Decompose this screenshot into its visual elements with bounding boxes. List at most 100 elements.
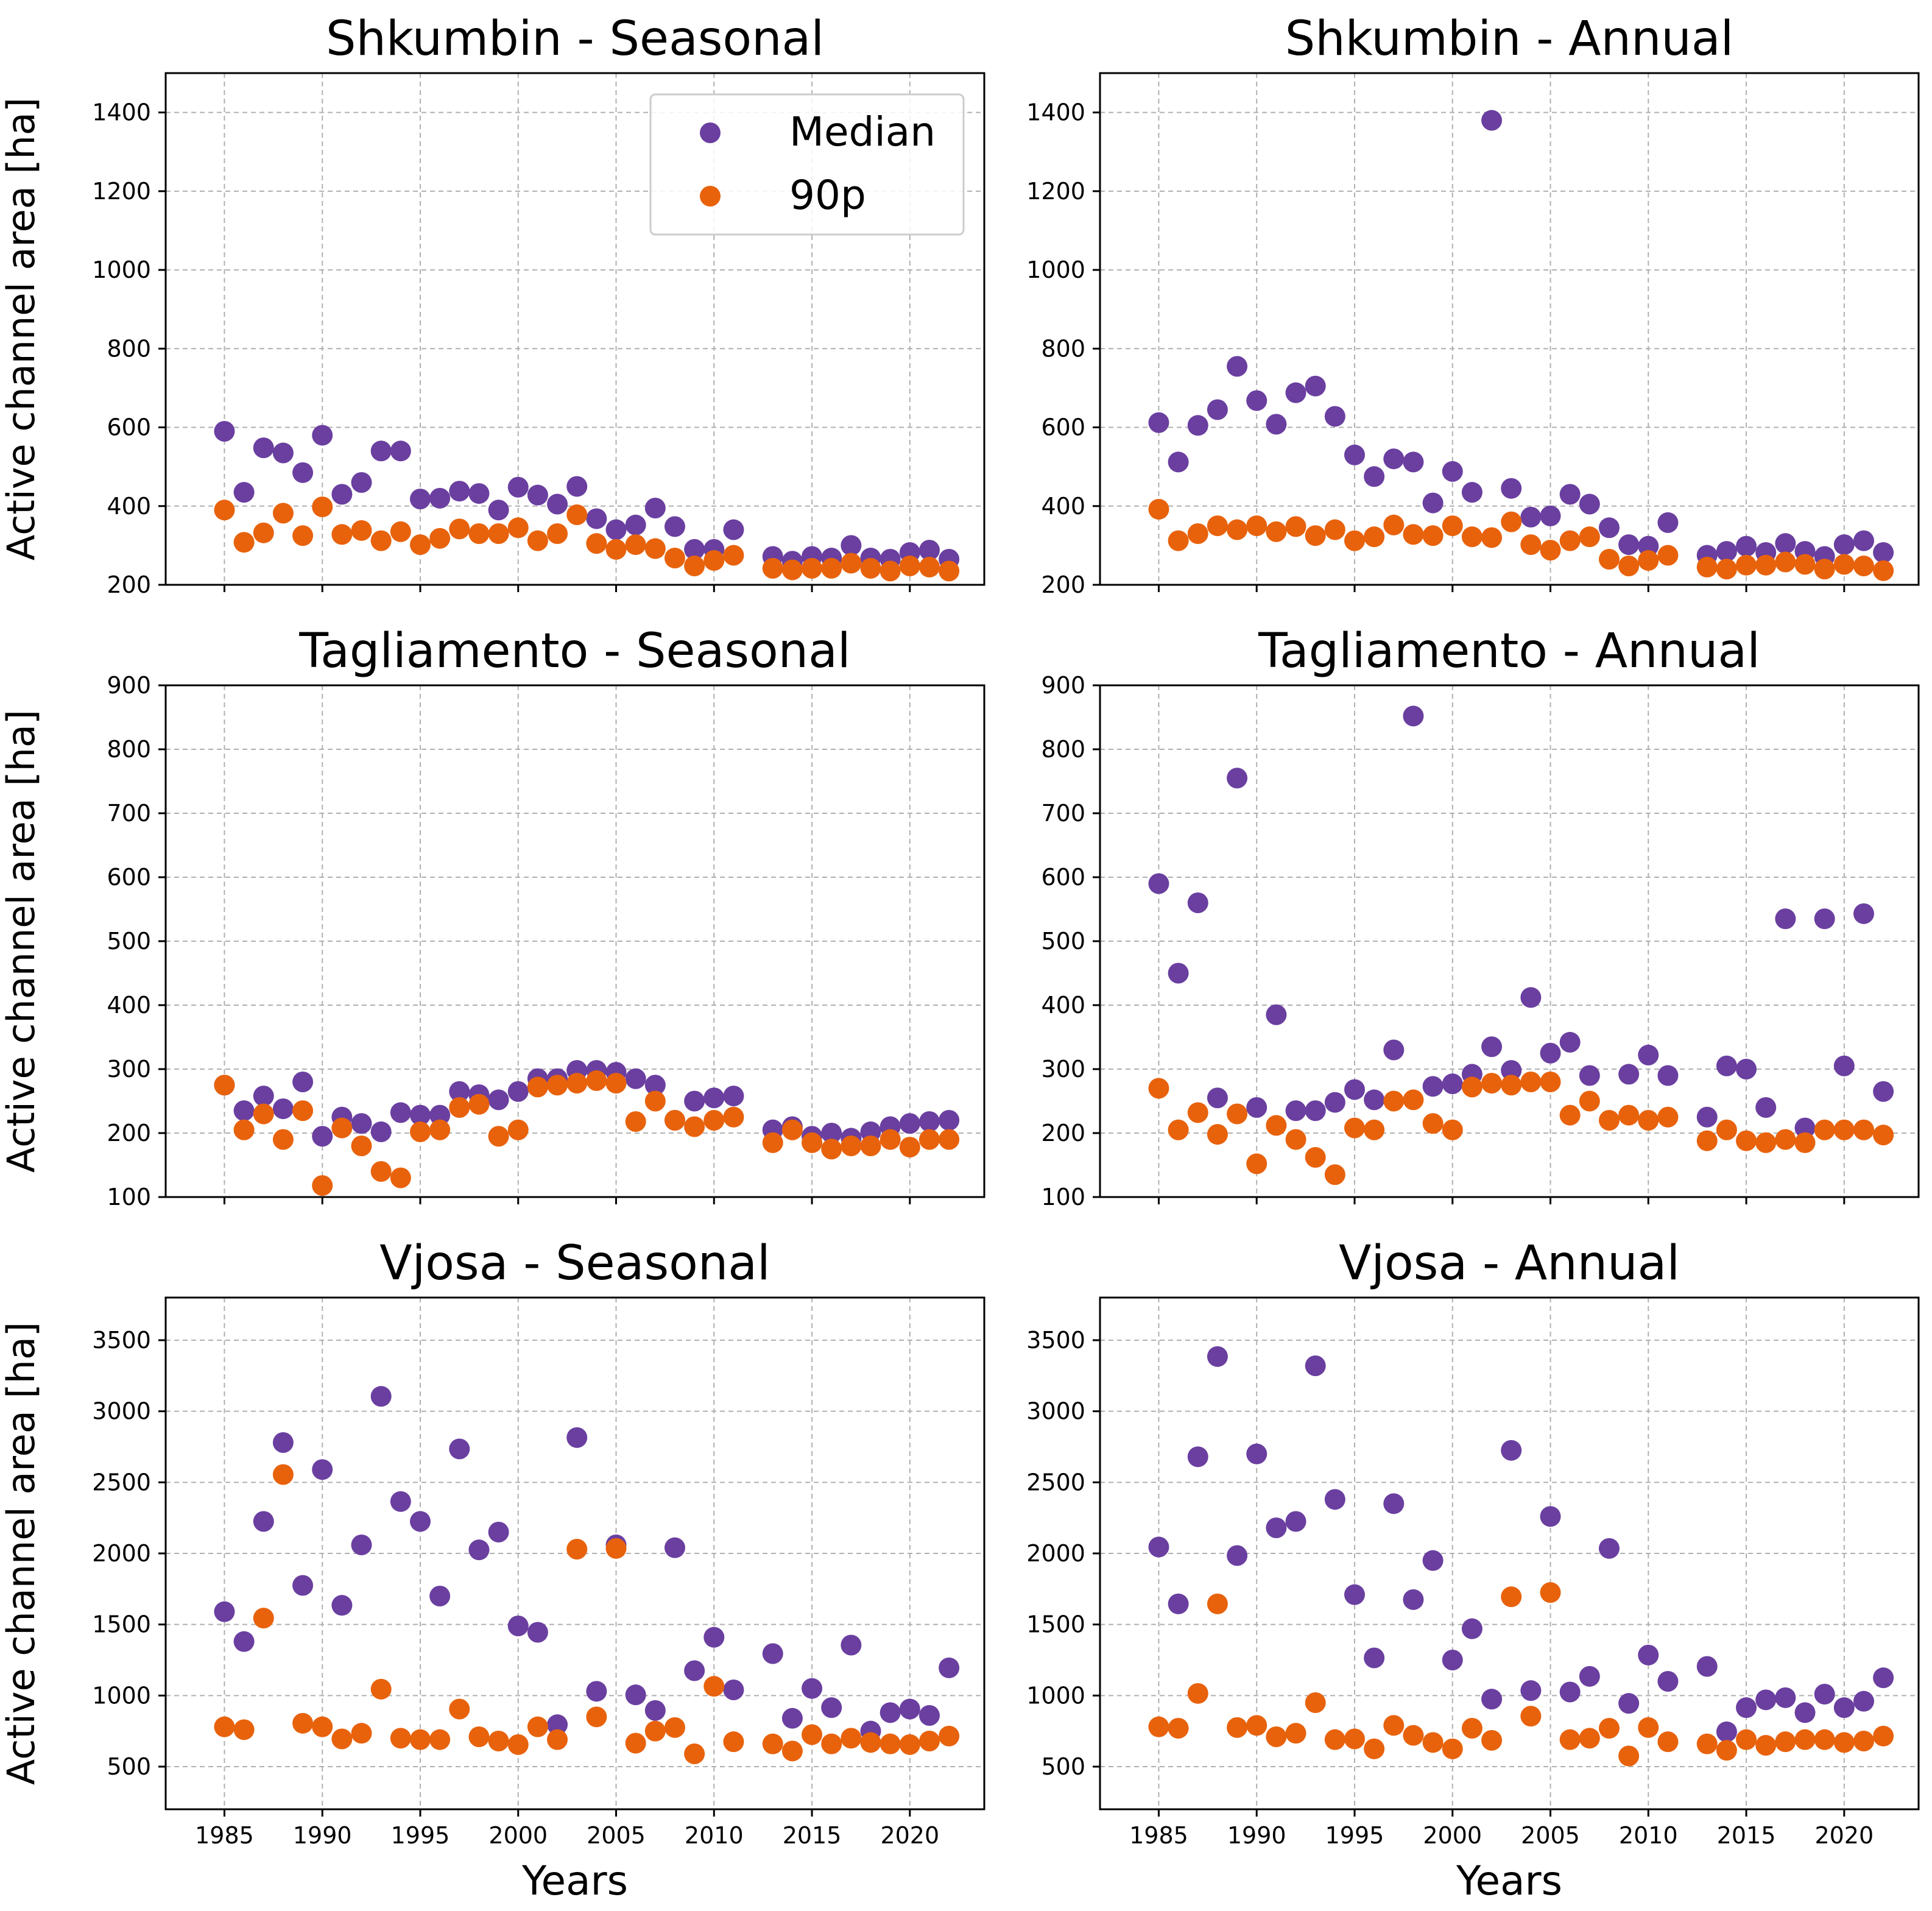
median-point: [684, 1090, 705, 1112]
p90-point: [1481, 1073, 1503, 1094]
chart-title: Vjosa - Annual: [1339, 1236, 1680, 1291]
p90-point: [586, 1706, 607, 1728]
median-point: [1520, 1680, 1542, 1701]
p90-point: [860, 557, 881, 579]
median-point: [449, 481, 470, 502]
p90-point: [1540, 1072, 1561, 1092]
legend-box: [649, 93, 965, 236]
p90-point: [605, 1538, 627, 1559]
median-point: [1305, 1100, 1326, 1122]
plot-frame: [164, 72, 985, 586]
median-point: [253, 1086, 274, 1107]
median-point: [1246, 1443, 1267, 1464]
p90-point: [566, 504, 588, 525]
p90-point: [1403, 524, 1424, 545]
median-point: [566, 476, 588, 497]
p90-point: [1344, 530, 1365, 551]
plot-frame: [1099, 72, 1920, 586]
median-point: [253, 1511, 274, 1532]
median-point: [1285, 1100, 1306, 1122]
p90-point: [1775, 1731, 1796, 1753]
median-point: [1403, 705, 1424, 727]
p90-point: [1461, 1718, 1482, 1739]
median-point: [370, 440, 392, 462]
p90-point: [1383, 1715, 1405, 1736]
p90-point: [1579, 526, 1600, 548]
p90-point: [899, 1137, 920, 1158]
y-tick-label: 800: [1041, 736, 1085, 763]
p90-point: [1266, 1726, 1287, 1747]
p90-point: [312, 1716, 333, 1737]
y-tick-label: 200: [1041, 1120, 1085, 1146]
median-point: [449, 1438, 470, 1460]
median-point: [233, 1631, 255, 1652]
p90-point: [1559, 1104, 1581, 1126]
p90-point: [1168, 1119, 1189, 1140]
p90-point: [1618, 1745, 1640, 1767]
chart-title: Shkumbin - Seasonal: [326, 12, 824, 66]
median-point: [1344, 444, 1365, 465]
median-point: [351, 1535, 372, 1555]
p90-point: [586, 1070, 607, 1091]
p90-point: [918, 556, 940, 578]
p90-point: [1598, 1110, 1620, 1131]
median-point: [684, 1660, 705, 1681]
median-point: [1736, 1059, 1757, 1079]
y-axis-label: Active channel area [ha]: [0, 710, 43, 1173]
median-point: [1873, 542, 1894, 563]
median-point: [1227, 768, 1248, 789]
y-tick-label: 100: [107, 1184, 151, 1210]
median-point: [1207, 1346, 1228, 1367]
median-point: [507, 1081, 529, 1102]
p90-point: [1207, 515, 1228, 537]
p90-point: [1638, 549, 1659, 571]
median-point: [351, 472, 372, 493]
p90-point: [860, 1732, 881, 1753]
median-point: [1775, 908, 1796, 930]
panel-3: 100 200 300 400 500 600 700 800 900 Tagliamento -…: [1041, 624, 1920, 1210]
median-point: [1148, 873, 1169, 894]
median-point: [1168, 963, 1189, 984]
median-point: [1833, 1697, 1855, 1718]
x-tick-label: 2020: [880, 1822, 939, 1849]
p90-point: [1559, 1729, 1581, 1750]
p90-point: [605, 1073, 627, 1094]
x-tick-label: 1990: [293, 1822, 352, 1849]
median-point: [939, 1110, 960, 1131]
p90-point: [566, 1539, 588, 1560]
y-tick-label: 400: [107, 992, 151, 1019]
p90-point: [1775, 1129, 1796, 1150]
median-point: [331, 1595, 353, 1616]
p90-point: [370, 1161, 392, 1182]
p90-point: [409, 534, 431, 556]
chart-title: Tagliamento - Annual: [1258, 624, 1760, 679]
median-point: [625, 1068, 646, 1089]
y-tick-label: 600: [107, 414, 151, 441]
median-point: [1481, 110, 1503, 131]
median-point: [390, 440, 411, 462]
legend: Median 90p: [649, 93, 965, 236]
median-point: [1598, 517, 1620, 539]
median-point: [1305, 1355, 1326, 1376]
p90-point: [1501, 1075, 1522, 1096]
x-tick-label: 1995: [391, 1822, 450, 1849]
p90-point: [1540, 540, 1561, 561]
p90-point: [1442, 1119, 1463, 1140]
median-point: [1736, 1697, 1757, 1718]
median-point: [1598, 1538, 1620, 1559]
median-point: [409, 489, 431, 510]
p90-point: [644, 1720, 666, 1742]
y-tick-label: 300: [1041, 1056, 1085, 1083]
median-point: [488, 500, 509, 521]
p90-point: [1481, 1729, 1503, 1751]
median-point: [1187, 892, 1208, 913]
median-point: [1638, 1044, 1659, 1065]
p90-point: [1716, 1119, 1737, 1140]
p90-point: [566, 1073, 588, 1094]
median-point: [1716, 541, 1737, 562]
chart-title: Shkumbin - Annual: [1285, 12, 1734, 66]
legend-90p-marker: [700, 186, 721, 207]
median-point: [1461, 482, 1482, 503]
median-point: [1383, 1039, 1405, 1061]
